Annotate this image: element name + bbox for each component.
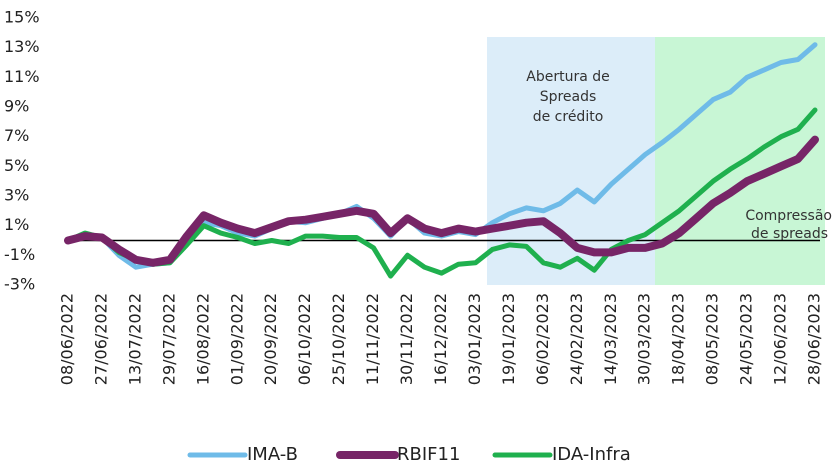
y-tick-label: 15% — [4, 8, 40, 27]
x-tick-label: 25/10/2022 — [329, 293, 348, 385]
x-tick-label: 24/05/2023 — [737, 293, 756, 385]
x-tick-label: 30/03/2023 — [635, 293, 654, 385]
legend-label: IMA-B — [247, 444, 298, 465]
annotation: de spreads — [751, 226, 828, 242]
x-tick-label: 06/10/2022 — [295, 293, 314, 385]
x-tick-label: 12/06/2023 — [771, 293, 790, 385]
y-tick-label: 1% — [4, 215, 29, 234]
x-tick-label: 08/06/2022 — [58, 293, 77, 385]
x-tick-label: 29/07/2022 — [159, 293, 178, 385]
y-tick-label: 5% — [4, 156, 29, 175]
x-tick-label: 06/02/2023 — [533, 293, 552, 385]
x-tick-label: 14/03/2023 — [601, 293, 620, 385]
x-tick-label: 19/01/2023 — [499, 293, 518, 385]
legend-label: IDA-Infra — [552, 444, 631, 465]
annotation: Compressão — [745, 208, 832, 224]
y-tick-label: -1% — [4, 245, 35, 264]
x-tick-label: 18/04/2023 — [669, 293, 688, 385]
annotation: Spreads — [540, 89, 597, 105]
x-tick-label: 08/05/2023 — [703, 293, 722, 385]
x-tick-label: 03/01/2023 — [465, 293, 484, 385]
y-tick-label: 9% — [4, 97, 29, 116]
annotation: de crédito — [533, 109, 604, 125]
y-tick-label: 7% — [4, 126, 29, 145]
y-tick-label: -3% — [4, 275, 35, 294]
x-tick-label: 01/09/2022 — [227, 293, 246, 385]
x-tick-label: 13/07/2022 — [125, 293, 144, 385]
x-tick-label: 16/08/2022 — [193, 293, 212, 385]
y-tick-label: 3% — [4, 186, 29, 205]
x-tick-label: 30/11/2022 — [397, 293, 416, 385]
y-tick-label: 11% — [4, 67, 40, 86]
x-tick-label: 16/12/2022 — [431, 293, 450, 385]
y-tick-label: 13% — [4, 37, 40, 56]
annotation: Abertura de — [526, 69, 609, 85]
x-tick-label: 11/11/2022 — [363, 293, 382, 385]
x-tick-label: 28/06/2023 — [805, 293, 824, 385]
x-tick-label: 20/09/2022 — [261, 293, 280, 385]
series-line — [65, 107, 818, 279]
x-tick-label: 24/02/2023 — [567, 293, 586, 385]
series-line — [64, 135, 819, 267]
legend-label: RBIF11 — [397, 444, 460, 465]
x-tick-label: 27/06/2022 — [91, 293, 110, 385]
